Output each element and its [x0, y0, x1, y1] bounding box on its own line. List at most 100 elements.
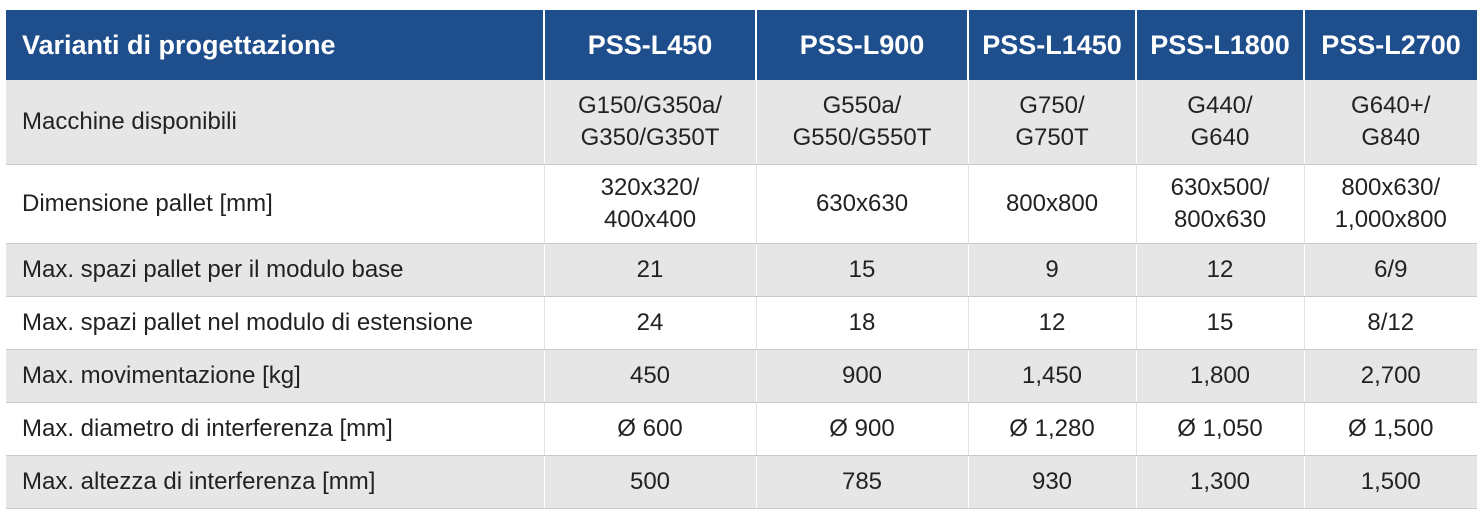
- row-label: Dimensione pallet [mm]: [6, 164, 545, 244]
- cell-line: 320x320/: [600, 174, 700, 201]
- cell-line: G750T: [1015, 124, 1089, 151]
- table-cell: 500: [544, 455, 757, 509]
- header-cell-pss-l1450: PSS-L1450: [968, 10, 1137, 80]
- table-cell: 800x630/1,000x800: [1304, 164, 1477, 244]
- table-cell: 6/9: [1304, 243, 1477, 297]
- row-label: Max. altezza di interferenza [mm]: [6, 455, 545, 509]
- cell-line: G550/G550T: [792, 124, 932, 151]
- cell-line: 2,700: [1360, 362, 1421, 389]
- cell-line: Ø 900: [829, 415, 895, 442]
- table-cell: 1,300: [1136, 455, 1305, 509]
- cell-line: 24: [636, 309, 664, 336]
- table-row: Dimensione pallet [mm] 320x320/400x400 630…: [6, 164, 1477, 244]
- table-cell: 320x320/400x400: [544, 164, 757, 244]
- cell-line: 630x500/: [1170, 174, 1270, 201]
- row-label: Max. spazi pallet per il modulo base: [6, 243, 545, 297]
- table-cell: 785: [756, 455, 969, 509]
- table-cell: 800x800: [968, 164, 1137, 244]
- cell-line: 500: [629, 468, 671, 495]
- table-cell: Ø 1,050: [1136, 402, 1305, 456]
- cell-line: 800x800: [1005, 190, 1099, 217]
- cell-line: 12: [1038, 309, 1066, 336]
- cell-line: 1,500: [1360, 468, 1421, 495]
- cell-line: Ø 1,280: [1009, 415, 1095, 442]
- table-row: Max. movimentazione [kg] 450 900 1,450 1,800…: [6, 349, 1477, 403]
- row-label: Max. spazi pallet nel modulo di estensio…: [6, 296, 545, 350]
- table-cell: G550a/G550/G550T: [756, 80, 969, 165]
- cell-line: 15: [848, 256, 876, 283]
- header-cell-pss-l2700: PSS-L2700: [1304, 10, 1477, 80]
- cell-line: 9: [1045, 256, 1059, 283]
- cell-line: G150/G350a/: [577, 92, 723, 119]
- cell-line: 6/9: [1374, 256, 1408, 283]
- table-cell: 630x630: [756, 164, 969, 244]
- table-cell: 930: [968, 455, 1137, 509]
- table-cell: 12: [968, 296, 1137, 350]
- table-cell: 900: [756, 349, 969, 403]
- cell-line: G350/G350T: [580, 124, 720, 151]
- cell-line: 8/12: [1367, 309, 1415, 336]
- cell-line: G640+/: [1351, 92, 1431, 119]
- table-cell: 24: [544, 296, 757, 350]
- table-cell: 15: [756, 243, 969, 297]
- header-cell-pss-l900: PSS-L900: [756, 10, 969, 80]
- row-label: Max. movimentazione [kg]: [6, 349, 545, 403]
- row-label: Macchine disponibili: [6, 80, 545, 165]
- table-cell: G150/G350a/G350/G350T: [544, 80, 757, 165]
- table-cell: Ø 600: [544, 402, 757, 456]
- table-body: Macchine disponibili G150/G350a/G350/G350…: [6, 80, 1477, 509]
- cell-line: G550a/: [822, 92, 902, 119]
- cell-line: 630x630: [815, 190, 909, 217]
- table-cell: G640+/ G840: [1304, 80, 1477, 165]
- cell-line: 900: [841, 362, 883, 389]
- header-cell-pss-l1800: PSS-L1800: [1136, 10, 1305, 80]
- cell-line: 400x400: [603, 206, 697, 233]
- cell-line: Ø 1,500: [1348, 415, 1434, 442]
- cell-line: 15: [1206, 309, 1234, 336]
- header-cell-variants: Varianti di progettazione: [6, 10, 545, 80]
- cell-line: 800x630/: [1341, 174, 1441, 201]
- cell-line: G640: [1190, 124, 1250, 151]
- table-cell: 9: [968, 243, 1137, 297]
- cell-line: Ø 1,050: [1177, 415, 1263, 442]
- row-label: Max. diametro di interferenza [mm]: [6, 402, 545, 456]
- cell-line: G750/: [1019, 92, 1085, 119]
- table-cell: 18: [756, 296, 969, 350]
- table-cell: 1,800: [1136, 349, 1305, 403]
- cell-line: 12: [1206, 256, 1234, 283]
- cell-line: G440/: [1187, 92, 1253, 119]
- cell-line: 1,450: [1021, 362, 1083, 389]
- table-row: Max. diametro di interferenza [mm] Ø 600 Ø…: [6, 402, 1477, 456]
- table-cell: 12: [1136, 243, 1305, 297]
- cell-line: 450: [629, 362, 671, 389]
- table-cell: G750/G750T: [968, 80, 1137, 165]
- table-cell: Ø 1,500: [1304, 402, 1477, 456]
- table-cell: Ø 1,280: [968, 402, 1137, 456]
- table-cell: 15: [1136, 296, 1305, 350]
- table-cell: 2,700: [1304, 349, 1477, 403]
- table-row: Max. spazi pallet per il modulo base 21 15…: [6, 243, 1477, 297]
- table-row: Max. spazi pallet nel modulo di estensio…: [6, 296, 1477, 350]
- cell-line: 930: [1031, 468, 1073, 495]
- table-cell: 1,500: [1304, 455, 1477, 509]
- header-cell-pss-l450: PSS-L450: [544, 10, 757, 80]
- table-row: Max. altezza di interferenza [mm] 500 785 9…: [6, 455, 1477, 509]
- cell-line: 1,300: [1189, 468, 1251, 495]
- table-cell: G440/G640: [1136, 80, 1305, 165]
- spec-table: Varianti di progettazione PSS-L450 PSS-L…: [6, 10, 1477, 509]
- cell-line: 800x630: [1173, 206, 1267, 233]
- cell-line: G840: [1361, 124, 1421, 151]
- table-cell: 21: [544, 243, 757, 297]
- header-row: Varianti di progettazione PSS-L450 PSS-L…: [6, 10, 1477, 80]
- spec-table-container: Varianti di progettazione PSS-L450 PSS-L…: [6, 10, 1477, 509]
- table-cell: 630x500/800x630: [1136, 164, 1305, 244]
- table-cell: Ø 900: [756, 402, 969, 456]
- table-cell: 1,450: [968, 349, 1137, 403]
- table-row: Macchine disponibili G150/G350a/G350/G350…: [6, 80, 1477, 165]
- table-cell: 8/12: [1304, 296, 1477, 350]
- cell-line: 1,000x800: [1334, 206, 1447, 233]
- cell-line: 1,800: [1189, 362, 1251, 389]
- cell-line: 785: [841, 468, 883, 495]
- cell-line: 21: [636, 256, 664, 283]
- table-cell: 450: [544, 349, 757, 403]
